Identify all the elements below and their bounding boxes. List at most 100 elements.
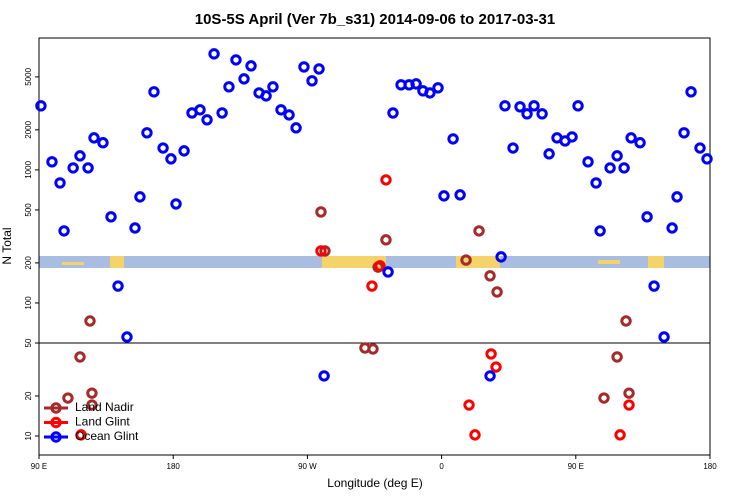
y-tick-label: 100: [24, 296, 33, 310]
point: [319, 245, 331, 257]
point: [382, 266, 394, 278]
point: [491, 286, 503, 298]
point: [315, 245, 327, 257]
point: [112, 280, 124, 292]
point: [165, 153, 177, 165]
point: [46, 156, 58, 168]
legend-marker: [50, 416, 62, 429]
point: [230, 54, 242, 66]
legend-marker: [50, 402, 62, 414]
point: [290, 122, 302, 134]
point: [275, 104, 287, 116]
point: [648, 280, 660, 292]
y-tick-label: 10: [24, 431, 33, 440]
point: [495, 251, 507, 263]
point: [623, 387, 635, 399]
y-tick-label: 1000: [24, 160, 33, 178]
point: [208, 48, 220, 60]
point: [618, 162, 630, 174]
x-axis-label: Longitude (deg E): [327, 476, 422, 490]
point: [194, 104, 206, 116]
point: [86, 387, 98, 399]
point: [484, 370, 496, 382]
point: [315, 206, 327, 218]
point: [611, 150, 623, 162]
x-tick-label: 90 W: [298, 462, 317, 471]
point: [447, 133, 459, 145]
point: [611, 351, 623, 363]
point: [463, 399, 475, 411]
point: [298, 61, 310, 73]
point: [507, 142, 519, 154]
point: [685, 86, 697, 98]
point: [604, 162, 616, 174]
point: [366, 280, 378, 292]
point: [671, 191, 683, 203]
point: [97, 137, 109, 149]
y-axis-label: N Total: [0, 227, 14, 264]
point: [484, 270, 496, 282]
point: [521, 108, 533, 120]
x-tick-label: 180: [703, 462, 717, 471]
x-tick-label: 0: [439, 462, 444, 471]
point: [623, 399, 635, 411]
point: [306, 75, 318, 87]
point: [86, 399, 98, 411]
point: [658, 331, 670, 343]
point: [582, 156, 594, 168]
point: [514, 101, 526, 113]
point: [245, 60, 257, 72]
y-tick-label: 500: [24, 203, 33, 217]
x-tick-label: 90 E: [568, 462, 584, 471]
point: [536, 108, 548, 120]
point: [260, 90, 272, 102]
point: [469, 429, 481, 441]
point: [594, 225, 606, 237]
chart-title: 10S-5S April (Ver 7b_s31) 2014-09-06 to …: [195, 11, 555, 28]
point: [74, 150, 86, 162]
point: [614, 429, 626, 441]
y-tick-label: 200: [24, 256, 33, 270]
point: [35, 100, 47, 112]
point: [590, 177, 602, 189]
point: [84, 315, 96, 327]
point: [74, 351, 86, 363]
point: [490, 361, 502, 373]
point: [62, 392, 74, 404]
point: [528, 100, 540, 112]
point: [216, 107, 228, 119]
point: [157, 142, 169, 154]
point: [701, 153, 713, 165]
x-tick-label: 180: [167, 462, 181, 471]
point: [485, 348, 497, 360]
point: [82, 162, 94, 174]
legend-label: Land Glint: [75, 415, 130, 429]
point: [75, 429, 87, 441]
point: [374, 260, 386, 272]
point: [223, 81, 235, 93]
x-tick-label: 90 E: [31, 462, 47, 471]
point: [129, 222, 141, 234]
point: [201, 114, 213, 126]
point: [454, 189, 466, 201]
point: [572, 100, 584, 112]
map-strip: [39, 256, 710, 268]
point: [473, 225, 485, 237]
point: [313, 63, 325, 75]
point: [121, 331, 133, 343]
legend-label: Ocean Glint: [75, 429, 139, 443]
point: [105, 211, 117, 223]
point: [499, 100, 511, 112]
point: [367, 343, 379, 355]
point: [380, 234, 392, 246]
point: [134, 191, 146, 203]
point: [566, 131, 578, 143]
point: [625, 132, 637, 144]
point: [620, 315, 632, 327]
point: [543, 148, 555, 160]
point: [694, 142, 706, 154]
legend-label: Land Nadir: [75, 400, 134, 414]
point: [598, 392, 610, 404]
y-tick-label: 5000: [24, 67, 33, 85]
